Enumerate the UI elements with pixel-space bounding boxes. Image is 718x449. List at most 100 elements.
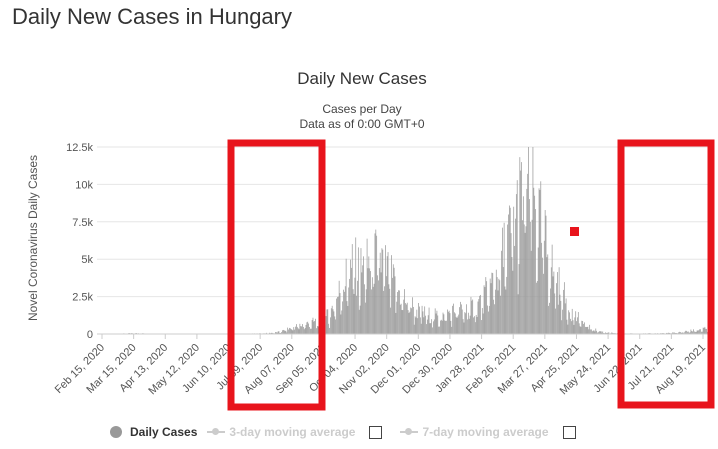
bar	[527, 173, 529, 334]
bar	[311, 320, 313, 334]
bar	[308, 323, 309, 334]
bar	[484, 287, 486, 334]
bar	[453, 303, 454, 334]
legend-marker-dot-icon	[110, 426, 122, 438]
bar	[518, 264, 520, 334]
bar	[352, 289, 354, 334]
bar	[571, 308, 573, 334]
bar	[466, 304, 467, 334]
bar	[296, 324, 297, 334]
bar	[483, 285, 485, 334]
bar	[555, 308, 556, 334]
bar	[290, 329, 292, 334]
bar	[594, 331, 596, 334]
bar	[325, 316, 327, 334]
y-tick-label: 0	[87, 329, 93, 341]
bar	[430, 323, 432, 334]
bar	[511, 257, 513, 334]
legend-item-daily-cases[interactable]: Daily Cases	[110, 425, 197, 439]
bar	[433, 321, 434, 334]
bar	[292, 330, 294, 334]
bar	[467, 319, 468, 334]
bar	[431, 319, 433, 334]
bar	[376, 235, 378, 334]
y-tick-label: 12.5k	[66, 142, 93, 154]
bar	[507, 224, 508, 334]
bar	[408, 312, 410, 334]
page-title: Daily New Cases in Hungary	[12, 4, 292, 29]
bar	[383, 290, 385, 334]
bar	[470, 296, 472, 334]
bars	[97, 147, 708, 335]
bar	[565, 298, 567, 334]
bar	[590, 329, 591, 334]
bar	[563, 289, 564, 334]
bar	[529, 221, 531, 334]
bar	[434, 308, 436, 334]
bar	[578, 323, 580, 334]
chart-subtitle-2: Data as of 0:00 GMT+0	[299, 117, 424, 131]
bar	[586, 327, 588, 334]
bar	[585, 326, 587, 334]
bar	[452, 305, 453, 334]
bar	[486, 281, 488, 334]
bar	[672, 332, 673, 334]
bar	[673, 332, 674, 334]
bar	[538, 188, 540, 334]
bar	[482, 313, 484, 334]
bar	[563, 282, 565, 334]
bar	[546, 257, 548, 334]
bar	[492, 273, 494, 334]
bar	[666, 332, 667, 334]
legend-item-7-day-average[interactable]: 7-day moving average	[400, 425, 583, 439]
bar	[698, 330, 700, 334]
bar	[443, 314, 445, 334]
bar	[317, 326, 319, 334]
bar	[574, 317, 576, 334]
legend-item-3-day-average[interactable]: 3-day moving average	[207, 425, 390, 439]
bar	[510, 233, 512, 334]
bar	[577, 312, 579, 334]
bar	[566, 319, 568, 334]
bar	[418, 302, 419, 334]
bar	[382, 249, 384, 334]
bar	[695, 332, 697, 334]
bar	[275, 332, 276, 334]
bar	[458, 314, 460, 334]
bar	[427, 315, 429, 334]
bar	[697, 330, 699, 334]
bar	[345, 258, 347, 334]
bar	[403, 299, 405, 334]
bar	[372, 286, 374, 334]
bar	[310, 328, 312, 334]
7-day-average-checkbox[interactable]	[562, 425, 576, 439]
bar	[402, 310, 404, 334]
chart-subtitle-1: Cases per Day	[322, 102, 401, 116]
bar	[701, 331, 702, 334]
bar	[500, 295, 501, 334]
bar	[312, 317, 314, 334]
bar	[338, 280, 340, 334]
bar	[679, 331, 680, 334]
bar	[409, 311, 411, 334]
bar	[701, 331, 703, 334]
bar	[508, 214, 509, 334]
bar	[296, 326, 298, 334]
bar	[581, 320, 583, 334]
bar	[357, 247, 359, 334]
bar	[688, 332, 690, 334]
bar	[390, 307, 392, 334]
bar	[576, 321, 577, 334]
bar	[606, 332, 608, 334]
bar	[419, 306, 420, 334]
legend-line-marker-icon	[207, 426, 226, 438]
bar	[468, 318, 470, 334]
3-day-average-checkbox[interactable]	[369, 425, 383, 439]
bar	[495, 289, 496, 334]
bar	[307, 321, 309, 334]
bar	[299, 323, 301, 334]
bar	[396, 301, 398, 334]
bar	[364, 302, 366, 334]
bar	[297, 328, 299, 334]
bar	[339, 293, 341, 334]
